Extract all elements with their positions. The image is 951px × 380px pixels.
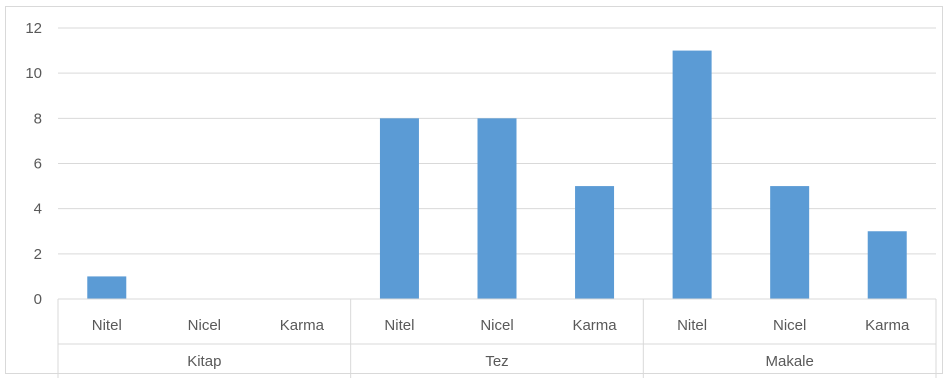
x-category-label: Nitel [677, 317, 707, 334]
bar-tez-nicel [477, 118, 517, 299]
x-group-label: Kitap [187, 353, 221, 370]
x-group-label: Tez [485, 353, 508, 370]
x-category-label: Karma [280, 317, 325, 334]
x-category-label: Nitel [92, 317, 122, 334]
bar-tez-karma [575, 186, 615, 299]
bar-makale-nitel [672, 50, 712, 300]
bar-makale-nicel [770, 186, 810, 299]
y-axis-ticks: 0 2 4 6 8 10 12 [25, 20, 42, 308]
y-tick-label: 2 [34, 246, 42, 263]
y-tick-label: 8 [34, 110, 42, 127]
chart-frame [5, 6, 943, 374]
x-axis: Nitel Nicel Karma Kitap Nitel Nicel Karma Tez Ni… [57, 298, 937, 378]
y-tick-label: 4 [34, 201, 42, 218]
bar-makale-karma [867, 231, 907, 299]
bars [87, 50, 907, 300]
bar-tez-nitel [379, 118, 419, 299]
y-tick-label: 0 [34, 291, 42, 308]
y-tick-label: 10 [25, 65, 42, 82]
y-tick-label: 12 [25, 20, 42, 37]
x-category-label: Nitel [384, 317, 414, 334]
x-group-label: Makale [765, 353, 813, 370]
bar-kitap-nitel [87, 276, 127, 299]
x-category-label: Nicel [773, 317, 806, 334]
y-tick-label: 6 [34, 156, 42, 173]
x-category-label: Nicel [188, 317, 221, 334]
x-category-label: Karma [572, 317, 617, 334]
x-category-label: Nicel [480, 317, 513, 334]
x-category-label: Karma [865, 317, 910, 334]
